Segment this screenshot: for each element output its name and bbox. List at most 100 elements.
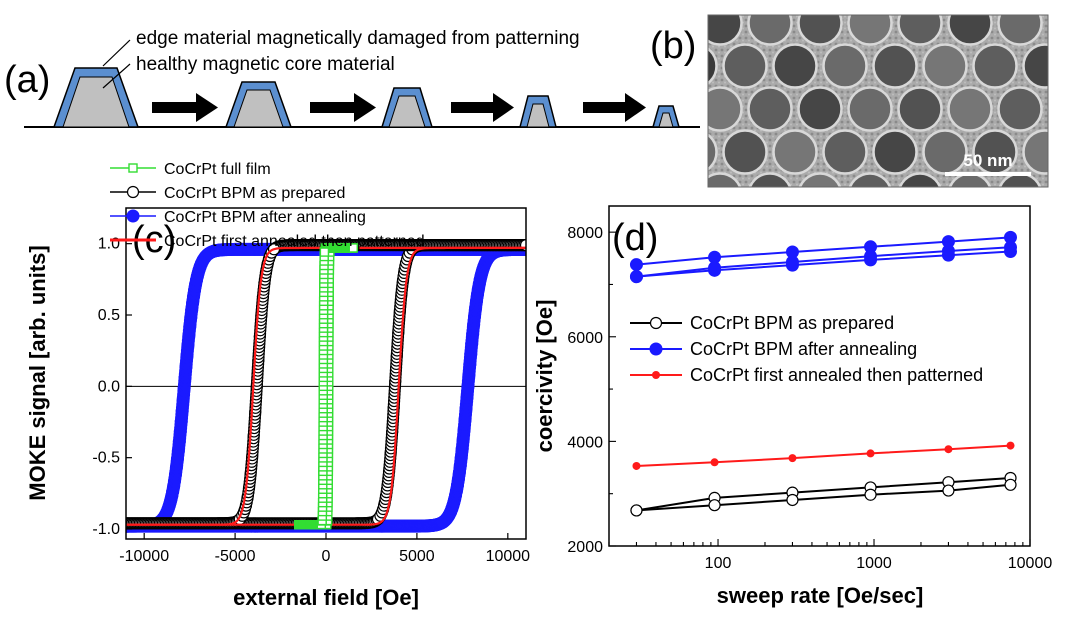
data-point (629, 258, 643, 272)
grain (947, 86, 993, 132)
y-tick-label: 6000 (567, 330, 603, 347)
grain (924, 0, 967, 2)
grain (874, 0, 917, 2)
y-tick-label: 2000 (567, 539, 603, 556)
series-cocrpt-bpm-after-annealing (629, 230, 1018, 284)
grain (649, 174, 692, 217)
chart-c-ylabel: MOKE signal [arb. units] (25, 245, 50, 500)
legend-entry: CoCrPt BPM after annealing (110, 209, 366, 226)
pillar-1 (52, 67, 140, 128)
grain (722, 43, 768, 89)
y-tick-label: -0.5 (92, 450, 120, 467)
data-point (710, 458, 719, 467)
panel-b-label: (b) (650, 25, 696, 67)
legend-entry: CoCrPt full film (110, 161, 271, 178)
series-cocrpt-bpm-as-prepared (630, 471, 1017, 517)
data-point (1006, 441, 1015, 450)
grain (824, 217, 867, 260)
legend-label: CoCrPt BPM as prepared (690, 313, 894, 333)
edge-annotation: edge material magnetically damaged from … (136, 28, 580, 49)
panel-c: -10000 -5000 0 5000 10000-1.0-0.50.00.51.0 (… (25, 161, 530, 610)
data-point (708, 261, 722, 275)
grain (897, 86, 943, 132)
grain (974, 0, 1017, 2)
grain (1074, 131, 1083, 174)
series-line (636, 250, 1011, 278)
chart-c-xlabel: external field [Oe] (233, 585, 419, 610)
chart-d-frame (608, 205, 1031, 547)
x-tick-label: 10000 (486, 548, 531, 565)
x-tick-label: 10000 (1008, 555, 1053, 572)
grain (1049, 174, 1083, 217)
y-tick-label: 1.0 (98, 236, 120, 253)
data-point (942, 484, 955, 497)
legend-entry: CoCrPt first annealed then patterned (110, 233, 425, 250)
chart-c-legend: CoCrPt full film CoCrPt BPM as prepared Co… (110, 161, 425, 250)
grain (708, 172, 742, 187)
grain (708, 86, 743, 132)
grain (708, 15, 743, 46)
legend-marker (649, 342, 663, 356)
grain (824, 0, 867, 2)
data-point (348, 243, 358, 253)
x-tick-label: -10000 (119, 548, 169, 565)
grain (708, 47, 718, 85)
grain (772, 129, 818, 175)
grain (922, 43, 968, 89)
pillar-2 (224, 81, 293, 128)
data-point (319, 247, 330, 257)
tem-micrograph (649, 0, 1083, 260)
grain (947, 15, 993, 46)
grain (847, 15, 893, 46)
x-tick-label: 100 (705, 555, 732, 572)
core-leader-line (102, 63, 131, 89)
panel-b: (b) 50 nm (649, 0, 1083, 260)
pillar-3 (380, 87, 434, 128)
grain (1074, 0, 1083, 2)
grain (1024, 0, 1067, 2)
legend-label: CoCrPt BPM after annealing (164, 209, 366, 226)
y-tick-label: 0.0 (98, 378, 120, 395)
chart-d-xlabel: sweep rate [Oe/sec] (717, 583, 924, 608)
grain (898, 172, 942, 187)
chart-c-axes: -10000 -5000 0 5000 10000 -1.0 -0.5 0.0 0.5 1.0 (92, 236, 530, 565)
edge-leader-line (102, 39, 131, 67)
chart-d-ylabel: coercivity [Oe] (532, 300, 557, 453)
grain (922, 129, 968, 175)
grain (747, 15, 793, 46)
pillar-4 (519, 95, 557, 128)
series-line (636, 444, 1011, 467)
x-tick-label: 0 (322, 548, 331, 565)
series-line (636, 483, 1011, 512)
grain (708, 133, 718, 171)
legend-marker (652, 371, 660, 379)
legend-entry: CoCrPt BPM as prepared (630, 313, 894, 333)
series-line (636, 236, 1011, 266)
y-tick-label: 4000 (567, 434, 603, 451)
legend-marker (649, 316, 663, 330)
core-annotation: healthy magnetic core material (136, 54, 395, 75)
grain (872, 129, 918, 175)
data-point (864, 249, 878, 263)
y-tick-label: -1.0 (92, 521, 120, 538)
arrow-2 (310, 93, 376, 122)
series-line (636, 477, 1011, 512)
legend-entry: CoCrPt first annealed then patterned (630, 365, 983, 385)
arrow-4 (583, 93, 646, 122)
legend-marker (128, 163, 138, 173)
legend-marker (126, 185, 140, 199)
data-point (1004, 240, 1018, 254)
grain (724, 217, 767, 260)
grain (822, 43, 868, 89)
legend-label: CoCrPt full film (164, 161, 271, 178)
grain (1047, 103, 1048, 115)
grain (848, 172, 892, 187)
data-point (866, 449, 875, 458)
pillar-5 (652, 105, 680, 128)
legend-entry: CoCrPt BPM after annealing (630, 339, 917, 359)
series-cocrpt-first-annealed-then-patterned (632, 441, 1015, 470)
legend-entry: CoCrPt BPM as prepared (110, 185, 345, 202)
data-point (941, 244, 955, 258)
grain (797, 86, 843, 132)
